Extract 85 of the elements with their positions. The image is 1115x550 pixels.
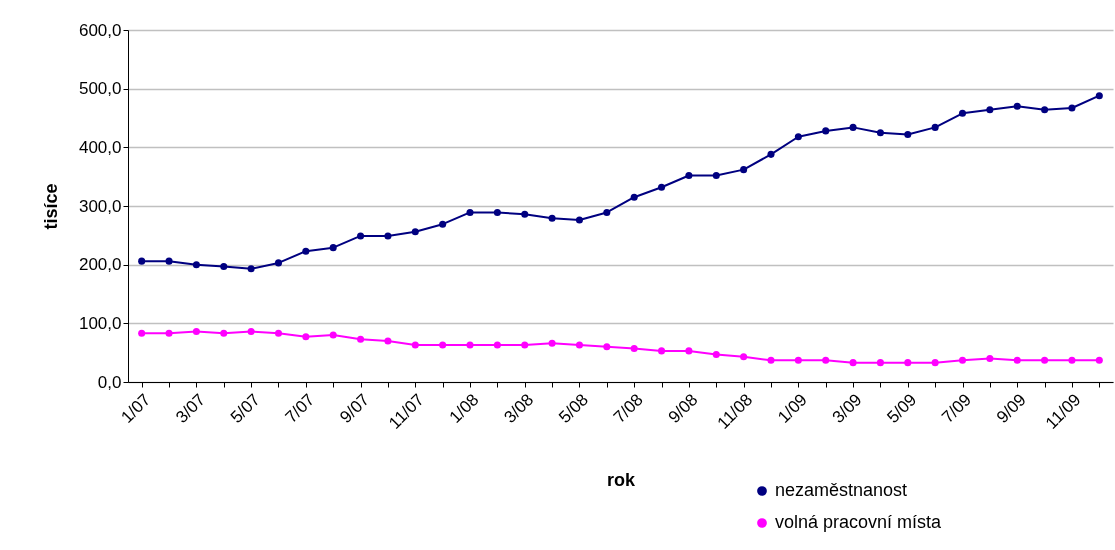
point bbox=[493, 208, 501, 216]
point bbox=[849, 123, 857, 131]
point bbox=[904, 130, 912, 138]
point bbox=[220, 329, 228, 337]
point bbox=[767, 150, 775, 158]
point bbox=[658, 183, 666, 191]
point bbox=[931, 123, 939, 131]
point bbox=[466, 208, 474, 216]
point bbox=[603, 208, 611, 216]
point bbox=[165, 329, 173, 337]
point bbox=[603, 343, 611, 351]
point bbox=[740, 166, 748, 174]
y-axis-title: tisíce bbox=[40, 183, 61, 230]
point bbox=[302, 333, 310, 341]
point bbox=[247, 265, 255, 273]
point bbox=[329, 244, 337, 252]
point bbox=[548, 339, 556, 347]
y-tick-label: 400,0 bbox=[78, 137, 122, 157]
point bbox=[411, 228, 419, 236]
x-axis-title: rok bbox=[606, 470, 636, 490]
point bbox=[712, 171, 720, 180]
point bbox=[849, 359, 857, 367]
point bbox=[138, 329, 146, 337]
point bbox=[192, 328, 200, 336]
point bbox=[1041, 106, 1049, 114]
legend-label: nezaměstnanost bbox=[775, 480, 908, 500]
point bbox=[1095, 356, 1103, 364]
point bbox=[329, 331, 337, 339]
point bbox=[274, 259, 283, 267]
point bbox=[466, 341, 474, 349]
point bbox=[220, 262, 228, 270]
point bbox=[165, 257, 173, 265]
point bbox=[794, 356, 802, 364]
point bbox=[357, 335, 365, 343]
point bbox=[685, 347, 693, 355]
y-tick-label: 100,0 bbox=[78, 313, 122, 333]
point bbox=[439, 341, 447, 349]
point bbox=[1068, 104, 1076, 112]
point bbox=[302, 247, 310, 255]
y-tick-label: 300,0 bbox=[78, 196, 122, 216]
point bbox=[958, 356, 967, 364]
point bbox=[247, 328, 255, 336]
point bbox=[439, 220, 447, 228]
point bbox=[138, 257, 146, 265]
point bbox=[521, 341, 529, 349]
point bbox=[493, 341, 501, 349]
x-tick-label: 7/09 bbox=[938, 390, 976, 427]
point bbox=[384, 337, 392, 345]
point bbox=[986, 106, 994, 114]
point bbox=[876, 359, 884, 367]
point bbox=[822, 356, 830, 364]
point bbox=[958, 109, 967, 117]
y-tick-label: 0,0 bbox=[97, 372, 122, 392]
legend-label: volná pracovní místa bbox=[775, 512, 943, 532]
point bbox=[274, 329, 283, 337]
point bbox=[1013, 356, 1021, 364]
point bbox=[986, 355, 994, 363]
point bbox=[411, 341, 419, 349]
point bbox=[904, 359, 912, 367]
y-tick-label: 500,0 bbox=[78, 79, 122, 99]
point bbox=[1041, 356, 1049, 364]
point bbox=[658, 347, 666, 355]
point bbox=[548, 214, 556, 222]
y-tick-label: 200,0 bbox=[78, 255, 122, 275]
point bbox=[630, 345, 638, 353]
point bbox=[357, 232, 365, 240]
point bbox=[575, 216, 583, 224]
point bbox=[822, 127, 830, 135]
point bbox=[876, 129, 884, 137]
point bbox=[1068, 356, 1076, 364]
point bbox=[192, 261, 200, 269]
point bbox=[685, 171, 693, 180]
x-tick-label: 7/08 bbox=[609, 390, 647, 427]
point bbox=[575, 341, 583, 349]
point bbox=[384, 232, 392, 240]
y-tick-label: 600,0 bbox=[78, 20, 122, 40]
point bbox=[1095, 92, 1103, 100]
point bbox=[931, 359, 939, 367]
point bbox=[767, 356, 775, 364]
point bbox=[630, 193, 638, 201]
point bbox=[794, 133, 802, 141]
point bbox=[712, 350, 720, 358]
point bbox=[521, 210, 529, 218]
point bbox=[740, 353, 748, 361]
point bbox=[1013, 102, 1021, 110]
